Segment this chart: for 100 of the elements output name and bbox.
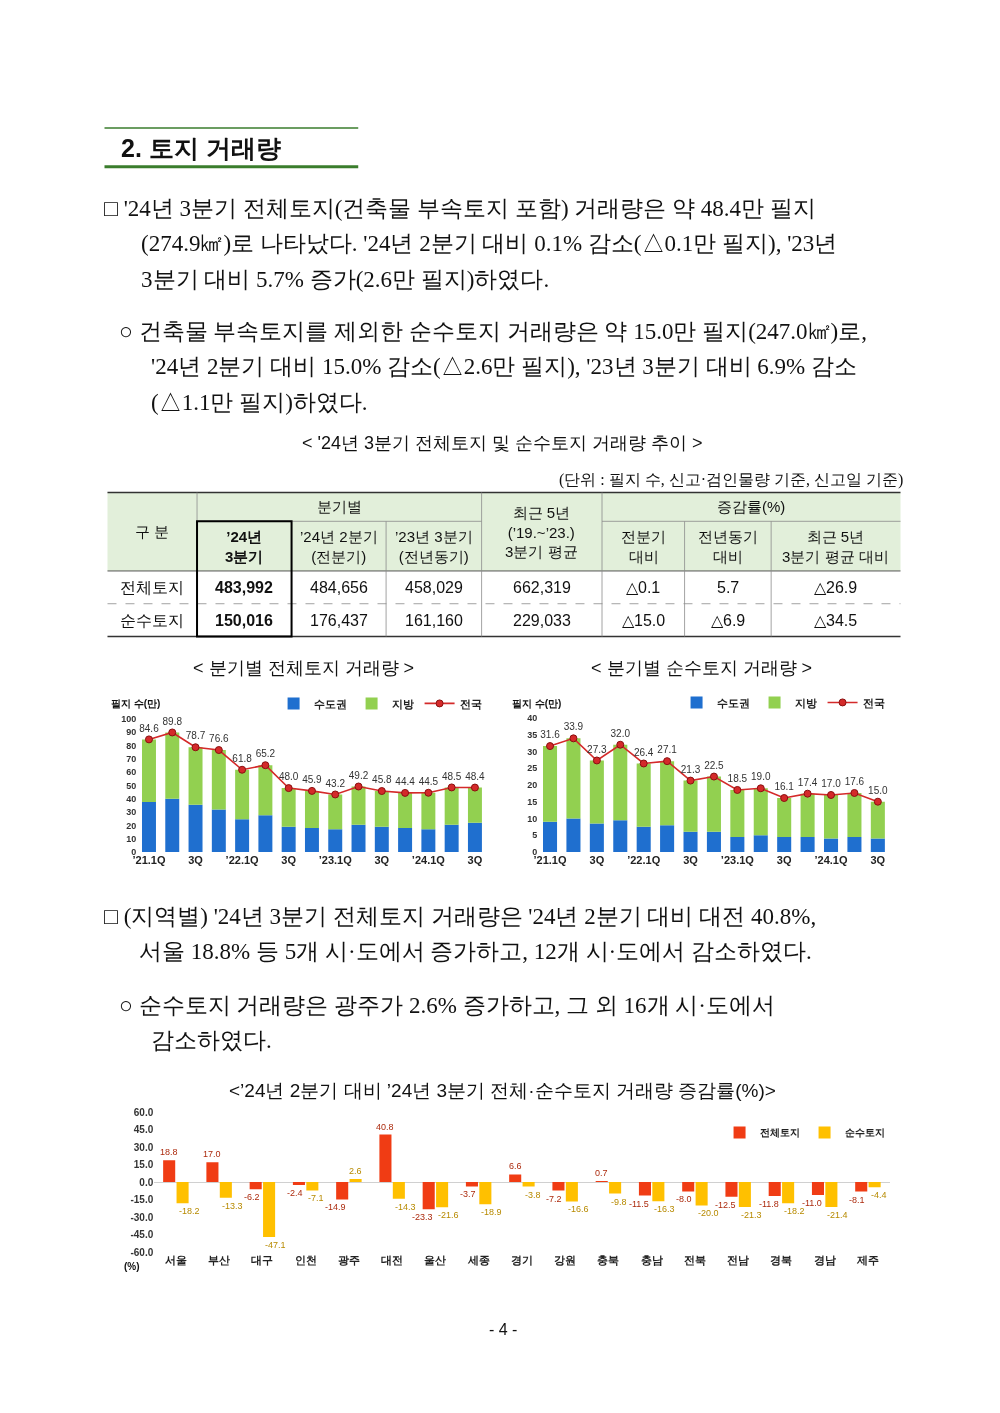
data-label: -9.8 (611, 1197, 627, 1207)
data-label: -7.1 (308, 1193, 324, 1203)
text: 484,656 (310, 579, 368, 596)
text: 전체토지 (120, 579, 184, 596)
legend-label: 수도권 (313, 697, 347, 710)
y-tick-label: 40 (527, 713, 538, 724)
point (307, 786, 316, 795)
text: 증감률(%) (717, 498, 786, 515)
bar (374, 826, 389, 852)
bar (566, 818, 581, 852)
bar (823, 795, 839, 839)
bar (706, 831, 721, 852)
text: 150,016 (215, 612, 273, 629)
text: □ '24년 3분기 전체토지(건축물 부속토지 포함) 거래량은 약 48.4만 필지 (274.9㎢)로 나타났다. '24년 2분기 대비 0.1% 감소(△0.1만 필지), '23년 3분기 대비 5.7% 증가(2.6만 필지)하였다. (104, 196, 838, 292)
bar (509, 1174, 522, 1183)
x-tick-label: 대전 (381, 1254, 404, 1267)
x-tick-label: 3Q (281, 853, 297, 866)
bar (219, 1182, 232, 1198)
x-tick-label: 경북 (770, 1254, 793, 1267)
text: < '24년 3분기 전체토지 및 순수토지 거래량 추이 > (302, 433, 703, 453)
bar (421, 829, 436, 852)
data-label: 84.6 (139, 722, 160, 734)
bar (281, 788, 296, 827)
point (261, 761, 270, 770)
legend-label: 수도권 (716, 696, 750, 709)
point (686, 776, 695, 785)
bar (695, 1182, 708, 1206)
data-label: 48.0 (278, 771, 299, 783)
bar (825, 1182, 838, 1208)
x-tick-label: 인천 (294, 1254, 317, 1267)
y-tick-label: -30.0 (130, 1211, 154, 1223)
bar (800, 836, 815, 852)
data-label: 65.2 (255, 748, 276, 760)
data-label: 40.8 (376, 1122, 394, 1132)
point (850, 788, 859, 797)
x-tick-label: 경기 (510, 1254, 533, 1267)
x-tick-label: ’24.1Q (411, 853, 446, 866)
data-label: -3.7 (460, 1189, 476, 1199)
legend-label: 전체토지 (759, 1127, 800, 1139)
x-tick-label: 광주 (337, 1254, 360, 1267)
y-tick-label: 5 (532, 830, 538, 841)
x-tick-label: 3Q (188, 853, 204, 866)
data-label: 49.2 (348, 769, 369, 781)
bar (638, 1182, 651, 1196)
bar (188, 804, 203, 852)
bar (589, 823, 604, 852)
bar (613, 744, 628, 821)
point (592, 756, 601, 765)
point (238, 765, 247, 774)
point (546, 742, 555, 751)
bar (683, 780, 698, 832)
text: △26.9 (814, 579, 858, 596)
x-tick-label: 제주 (855, 1254, 879, 1267)
data-label: 26.4 (633, 746, 654, 758)
data-label: -13.3 (222, 1201, 243, 1211)
data-label: -14.9 (325, 1202, 346, 1212)
y-tick-label: 0 (532, 847, 538, 858)
data-label: 27.3 (587, 743, 608, 755)
data-label: -8.1 (849, 1195, 865, 1205)
x-tick-label: 3Q (467, 853, 483, 866)
x-tick-label: 대구 (251, 1254, 274, 1267)
y-tick-label: 100 (121, 714, 137, 725)
point (214, 746, 223, 755)
data-label: 27.1 (657, 744, 678, 756)
data-label: 18.5 (727, 773, 748, 785)
bar (730, 836, 745, 852)
bar (552, 1182, 565, 1191)
bar (392, 1182, 405, 1199)
bar (730, 789, 745, 837)
text: 5.7 (717, 579, 740, 596)
data-label: 32.0 (610, 727, 631, 739)
bar (652, 1182, 665, 1202)
data-label: 78.7 (185, 730, 206, 742)
point (284, 784, 293, 793)
bar (142, 739, 156, 803)
data-label: -18.2 (179, 1206, 200, 1216)
bar (349, 1179, 362, 1183)
bar (206, 1162, 219, 1183)
legend-label: 순수토지 (844, 1127, 885, 1139)
bar (870, 838, 885, 852)
bar (768, 1182, 781, 1196)
bar (636, 826, 651, 852)
data-label: 0.7 (595, 1168, 608, 1178)
bar (565, 1182, 578, 1202)
point (191, 743, 200, 752)
x-tick-label: 경남 (813, 1254, 836, 1267)
x-tick-label: 부산 (208, 1254, 231, 1267)
y-axis-title: 필지 수(만) (111, 698, 161, 709)
x-tick-label: ’22.1Q (225, 853, 260, 866)
y-tick-label: 60 (126, 767, 137, 778)
bar (868, 1182, 881, 1188)
bar (263, 1182, 276, 1238)
text: 2. 토지 거래량 (121, 134, 281, 162)
data-label: 17.0 (821, 778, 842, 790)
data-label: 48.5 (441, 770, 462, 782)
x-tick-label: 3Q (683, 853, 699, 866)
data-label: -21.4 (827, 1210, 848, 1220)
point (424, 788, 433, 797)
text: ’24년 3분기 (225, 528, 264, 565)
data-label: -2.4 (287, 1188, 303, 1198)
